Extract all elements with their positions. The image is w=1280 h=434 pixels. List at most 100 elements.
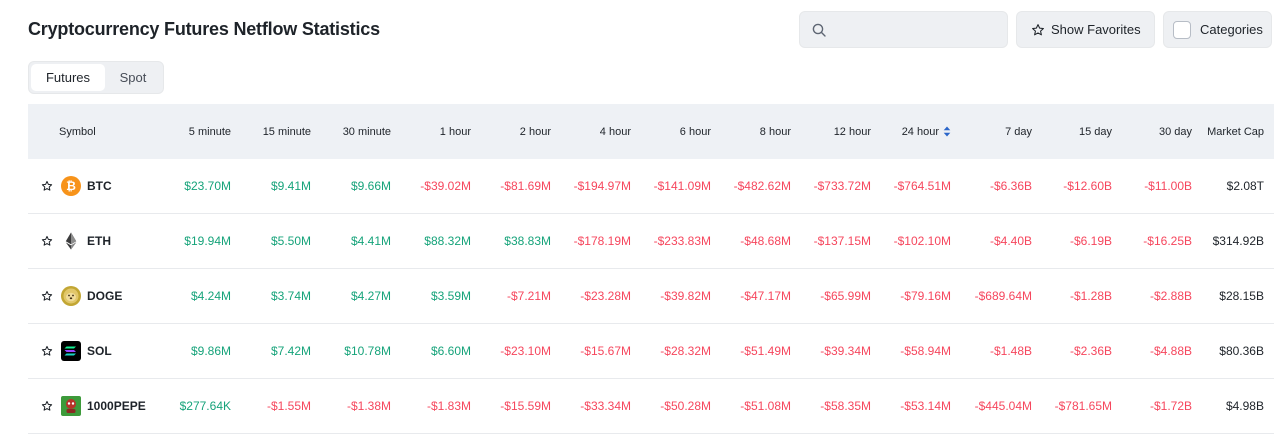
show-favorites-button[interactable]: Show Favorites: [1016, 11, 1155, 48]
netflow-cell: -$689.64M: [974, 289, 1032, 303]
column-header-1-hour[interactable]: 1 hour: [439, 125, 471, 138]
column-header-8-hour[interactable]: 8 hour: [759, 125, 791, 138]
netflow-cell: $4.27M: [350, 289, 391, 303]
table-row[interactable]: ETH $19.94M $5.50M $4.41M $88.32M $38.83M -$17…: [28, 214, 1274, 269]
netflow-cell: -$1.28B: [1069, 289, 1112, 303]
column-header-5-minute[interactable]: 5 minute: [188, 125, 231, 138]
netflow-cell: $38.83M: [504, 234, 551, 248]
column-header-30-minute[interactable]: 30 minute: [342, 125, 391, 138]
netflow-cell: -$58.94M: [900, 344, 951, 358]
netflow-cell: -$178.19M: [573, 234, 631, 248]
netflow-cell: $19.94M: [184, 234, 231, 248]
table-row[interactable]: SOL $9.86M $7.42M $10.78M $6.60M -$23.10M -$15…: [28, 324, 1274, 379]
netflow-cell: $3.59M: [430, 289, 471, 303]
netflow-cell: $3.74M: [270, 289, 311, 303]
netflow-cell: -$28.32M: [660, 344, 711, 358]
symbol-label[interactable]: 1000PEPE: [87, 399, 146, 413]
netflow-table: Symbol 5 minute 15 minute 30 minute 1 ho…: [28, 104, 1274, 434]
table-row[interactable]: DOGE $4.24M $3.74M $4.27M $3.59M -$7.21M -$23.…: [28, 269, 1274, 324]
categories-checkbox[interactable]: [1173, 20, 1191, 39]
netflow-cell: $7.42M: [270, 344, 311, 358]
column-header-24-hour-label: 24 hour: [901, 125, 939, 138]
table-row[interactable]: 1000PEPE $277.64K -$1.55M -$1.38M -$1.83M -$1…: [28, 379, 1274, 434]
netflow-cell: -$16.25B: [1143, 234, 1192, 248]
market-type-tabs: Futures Spot: [28, 61, 164, 94]
column-header-7-day[interactable]: 7 day: [1005, 125, 1032, 138]
netflow-cell: -$102.10M: [893, 234, 951, 248]
column-header-4-hour[interactable]: 4 hour: [599, 125, 631, 138]
symbol-label[interactable]: DOGE: [87, 289, 123, 303]
netflow-cell: -$4.40B: [989, 234, 1032, 248]
favorite-star-icon[interactable]: [41, 235, 53, 247]
market-cap-cell: $4.98B: [1225, 399, 1264, 413]
netflow-cell: -$764.51M: [893, 179, 951, 193]
market-cap-cell: $314.92B: [1212, 234, 1264, 248]
market-cap-cell: $28.15B: [1219, 289, 1264, 303]
column-header-6-hour[interactable]: 6 hour: [679, 125, 711, 138]
netflow-cell: -$482.62M: [733, 179, 791, 193]
tab-futures[interactable]: Futures: [31, 64, 105, 91]
netflow-cell: $9.66M: [350, 179, 391, 193]
netflow-cell: $23.70M: [184, 179, 231, 193]
netflow-cell: -$65.99M: [820, 289, 871, 303]
netflow-cell: -$733.72M: [813, 179, 871, 193]
netflow-cell: -$11.00B: [1144, 179, 1192, 193]
column-header-12-hour[interactable]: 12 hour: [833, 125, 871, 138]
categories-label: Categories: [1200, 22, 1263, 37]
column-header-15-minute[interactable]: 15 minute: [262, 125, 311, 138]
pepe-icon: [61, 396, 81, 416]
netflow-cell: -$445.04M: [974, 399, 1032, 413]
netflow-cell: -$6.19B: [1069, 234, 1112, 248]
show-favorites-label: Show Favorites: [1051, 22, 1141, 37]
netflow-cell: -$233.83M: [653, 234, 711, 248]
eth-icon: [61, 231, 81, 251]
column-header-market-cap[interactable]: Market Cap: [1207, 125, 1264, 138]
netflow-cell: -$137.15M: [813, 234, 871, 248]
favorite-star-icon[interactable]: [41, 290, 53, 302]
netflow-cell: -$51.49M: [740, 344, 791, 358]
netflow-cell: -$781.65M: [1054, 399, 1112, 413]
favorite-star-icon[interactable]: [41, 180, 53, 192]
table-row[interactable]: ₿ BTC $23.70M $9.41M $9.66M -$39.02M -$81.69M -…: [28, 159, 1274, 214]
netflow-cell: -$4.88B: [1149, 344, 1192, 358]
column-header-30-day[interactable]: 30 day: [1158, 125, 1192, 138]
netflow-cell: $6.60M: [430, 344, 471, 358]
market-cap-cell: $80.36B: [1219, 344, 1264, 358]
netflow-cell: -$2.88B: [1149, 289, 1192, 303]
tab-spot[interactable]: Spot: [119, 70, 147, 85]
categories-button[interactable]: Categories: [1163, 11, 1272, 48]
column-header-15-day[interactable]: 15 day: [1078, 125, 1112, 138]
netflow-cell: -$1.72B: [1149, 399, 1192, 413]
symbol-label[interactable]: ETH: [87, 234, 111, 248]
symbol-label[interactable]: BTC: [87, 179, 112, 193]
netflow-cell: -$39.34M: [820, 344, 871, 358]
netflow-cell: -$81.69M: [500, 179, 551, 193]
netflow-cell: -$23.10M: [500, 344, 551, 358]
netflow-cell: -$7.21M: [506, 289, 551, 303]
netflow-cell: -$194.97M: [573, 179, 631, 193]
favorite-star-icon[interactable]: [41, 345, 53, 357]
netflow-cell: -$1.48B: [989, 344, 1032, 358]
symbol-cell: ₿ BTC: [28, 176, 153, 196]
netflow-cell: $9.41M: [270, 179, 311, 193]
netflow-cell: $277.64K: [179, 399, 231, 413]
netflow-cell: -$1.38M: [346, 399, 391, 413]
search-icon: [812, 23, 826, 37]
symbol-cell: ETH: [28, 231, 153, 251]
column-header-24-hour[interactable]: 24 hour: [871, 126, 951, 138]
search-box[interactable]: [799, 11, 1008, 48]
favorite-star-icon[interactable]: [41, 400, 53, 412]
netflow-cell: $4.41M: [350, 234, 391, 248]
sort-icon: [943, 126, 951, 137]
netflow-cell: $5.50M: [270, 234, 311, 248]
symbol-label[interactable]: SOL: [87, 344, 112, 358]
netflow-cell: -$33.34M: [580, 399, 631, 413]
column-header-symbol[interactable]: Symbol: [59, 125, 96, 138]
star-outline-icon: [1032, 23, 1044, 35]
netflow-cell: $4.24M: [190, 289, 231, 303]
netflow-cell: -$53.14M: [900, 399, 951, 413]
column-header-2-hour[interactable]: 2 hour: [519, 125, 551, 138]
doge-icon: [61, 286, 81, 306]
search-input[interactable]: [832, 21, 1006, 38]
netflow-cell: -$47.17M: [740, 289, 791, 303]
